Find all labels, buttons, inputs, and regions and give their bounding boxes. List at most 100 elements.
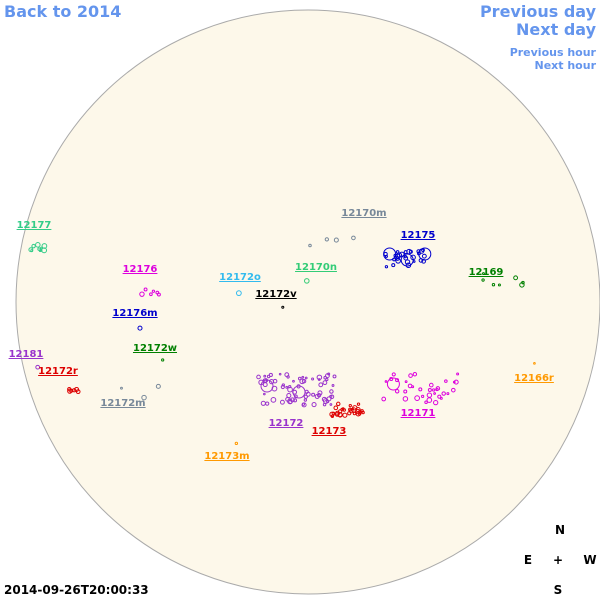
sunspot (408, 373, 413, 378)
back-link[interactable]: Back to 2014 (4, 2, 121, 21)
sunspot (435, 386, 441, 391)
region-label[interactable]: 12181 (9, 349, 44, 360)
sunspot (297, 376, 302, 381)
sunspot (120, 386, 123, 390)
sunspot (268, 372, 273, 378)
sunspot (330, 414, 335, 418)
sunspot (41, 247, 48, 254)
sunspot (301, 375, 305, 379)
sunspot (40, 246, 43, 250)
sunspot (326, 399, 330, 404)
sunspot (341, 407, 345, 411)
region-label[interactable]: 12166r (514, 373, 554, 384)
sunspot (304, 278, 310, 284)
sunspot (149, 292, 153, 297)
sunspot (280, 384, 285, 390)
region-label[interactable]: 12172v (255, 289, 297, 300)
sunspot-umbra (260, 379, 274, 393)
sunspot (384, 265, 389, 269)
sunspot (391, 263, 396, 268)
sunspot (263, 374, 267, 378)
compass-south: S (554, 583, 563, 597)
region-label[interactable]: 12172r (38, 366, 78, 377)
sunspot (348, 404, 352, 408)
next-day-link[interactable]: Next day (516, 20, 597, 39)
sunspot (263, 392, 266, 396)
next-hour-link[interactable]: Next hour (535, 59, 597, 72)
sunspot (421, 253, 427, 259)
sunspot (329, 394, 335, 400)
sunspot (301, 402, 307, 408)
sunspot (513, 275, 519, 281)
compass-east: E (524, 553, 532, 567)
sunspot (414, 395, 421, 401)
previous-day-link[interactable]: Previous day (480, 2, 597, 21)
sunspot (137, 325, 143, 331)
sunspot (289, 397, 295, 403)
previous-hour-link[interactable]: Previous hour (510, 46, 597, 59)
sunspot (281, 383, 285, 387)
sunspot (314, 394, 320, 399)
region-label[interactable]: 12176m (112, 308, 157, 319)
sunspot (279, 399, 285, 405)
sunspot (333, 237, 339, 243)
region-label[interactable]: 12170n (295, 262, 337, 273)
sunspot (355, 408, 361, 415)
sunspot (426, 397, 433, 403)
sunspot (352, 411, 357, 416)
region-label[interactable]: 12176 (123, 264, 158, 275)
sunspot-umbra (386, 377, 400, 391)
region-label[interactable]: 12172w (133, 343, 177, 354)
sunspot (311, 402, 317, 408)
sunspot (332, 374, 337, 379)
region-label[interactable]: 12177 (17, 220, 52, 231)
region-label[interactable]: 12173m (204, 451, 249, 462)
sunspot (404, 259, 411, 265)
sunspot (318, 382, 324, 388)
sunspot (331, 384, 335, 387)
sunspot (301, 378, 307, 384)
sunspot (270, 396, 277, 403)
sunspot (395, 256, 400, 261)
sunspot (384, 254, 388, 258)
sunspot (303, 398, 308, 402)
sunspot (403, 255, 409, 261)
sunspot (407, 383, 413, 389)
sunspot-umbra (400, 253, 414, 267)
sunspot (35, 242, 41, 248)
region-label[interactable]: 12169 (469, 267, 504, 278)
sunspot (325, 377, 329, 382)
sunspot (329, 403, 333, 406)
sunspot (304, 376, 308, 380)
sunspot (391, 372, 396, 377)
sunspot (329, 389, 334, 394)
sunspot (321, 396, 327, 402)
sunspot (437, 394, 442, 399)
sunspot (285, 385, 289, 389)
sunspot (161, 358, 165, 362)
spots (28, 235, 536, 446)
region-label[interactable]: 12172o (219, 272, 261, 283)
region-label[interactable]: 12175 (401, 230, 436, 241)
sunspot-umbra (292, 385, 306, 399)
sunspot (143, 287, 148, 292)
sunspot (285, 396, 290, 402)
region-labels: 12170m 12175 12169 12177 12176 12172o 12170n 12… (9, 208, 554, 462)
region-label[interactable]: 12170m (341, 208, 386, 219)
sunspot (299, 378, 305, 385)
region-label[interactable]: 12172m (100, 398, 145, 409)
sunspot (278, 372, 282, 376)
sunspot (394, 389, 400, 394)
region-label[interactable]: 12171 (401, 408, 436, 419)
compass-north: N (555, 523, 565, 537)
sunspot (325, 373, 330, 379)
sunspot (337, 409, 343, 414)
region-label[interactable]: 12172 (269, 418, 304, 429)
sunspot (31, 243, 36, 249)
region-label[interactable]: 12173 (312, 426, 347, 437)
sunspot (402, 396, 409, 402)
sunspot (305, 391, 311, 397)
timestamp: 2014-09-26T20:00:33 (4, 583, 149, 597)
sunspot (533, 362, 536, 365)
